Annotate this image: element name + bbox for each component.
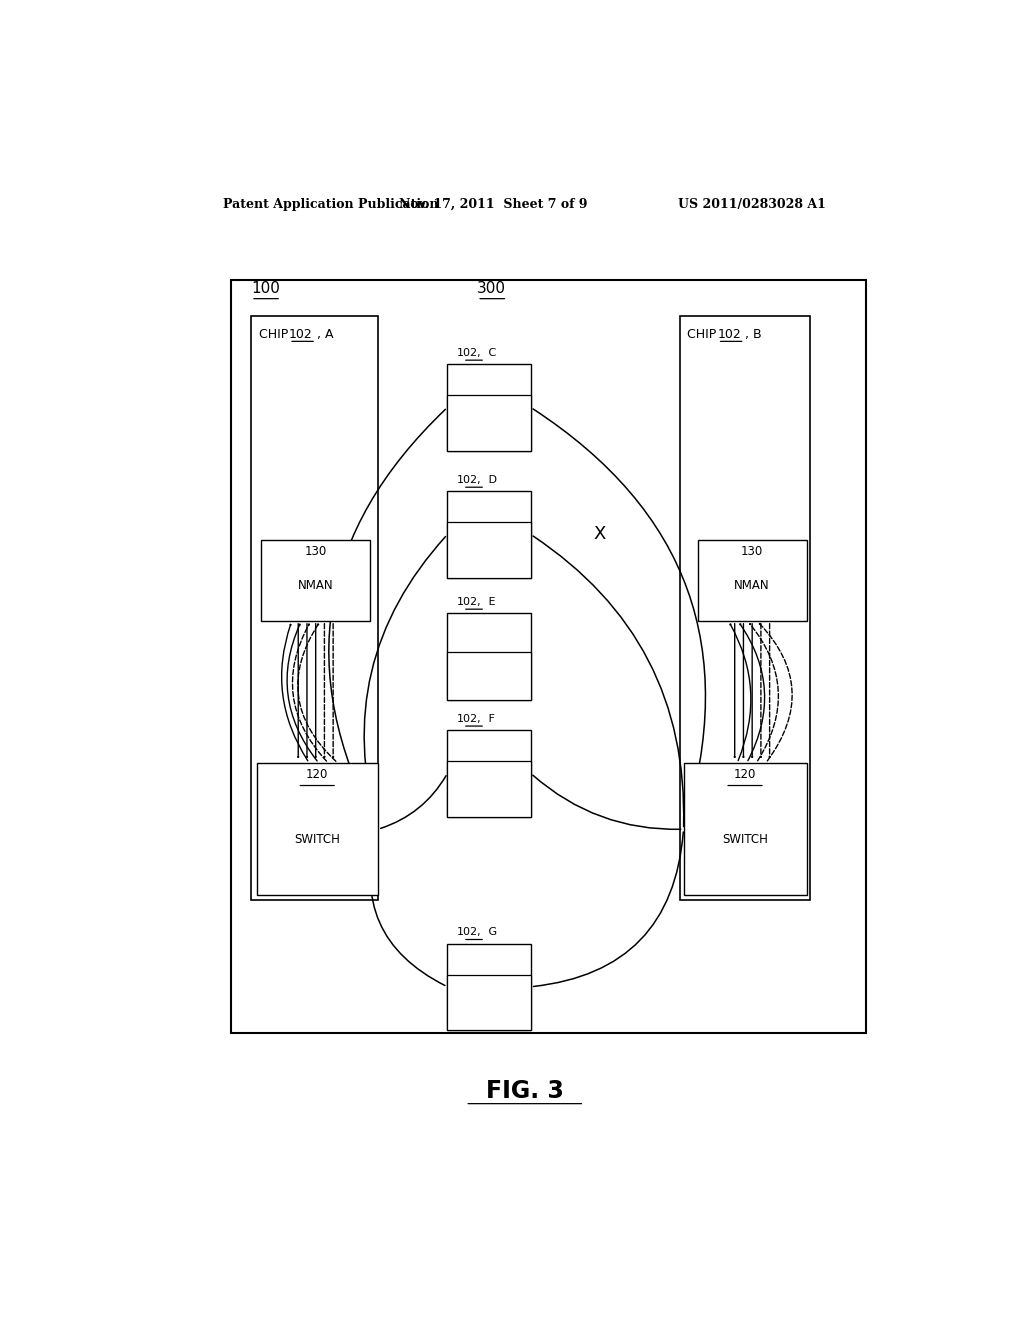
FancyArrowPatch shape [734,623,735,758]
Text: D: D [485,475,497,486]
FancyBboxPatch shape [447,523,530,578]
FancyBboxPatch shape [697,540,807,620]
Text: Patent Application Publication: Patent Application Publication [223,198,438,211]
FancyArrowPatch shape [761,623,762,758]
FancyArrowPatch shape [333,623,334,758]
Text: E: E [485,597,496,607]
Text: SWITCH: SWITCH [467,1006,511,1015]
FancyArrowPatch shape [769,623,770,758]
Text: 120: 120 [478,399,500,408]
Text: 102,: 102, [457,348,481,358]
FancyArrowPatch shape [534,832,683,986]
FancyBboxPatch shape [231,280,866,1032]
FancyArrowPatch shape [315,623,316,758]
Text: US 2011/0283028 A1: US 2011/0283028 A1 [679,198,826,211]
Text: , A: , A [316,329,334,341]
FancyArrowPatch shape [534,409,706,826]
FancyBboxPatch shape [447,652,530,700]
Text: 120: 120 [478,525,500,536]
FancyArrowPatch shape [287,624,317,760]
Text: 100: 100 [251,281,280,296]
Text: 102,: 102, [457,714,481,725]
FancyArrowPatch shape [298,624,336,762]
Text: 130: 130 [304,545,327,557]
FancyArrowPatch shape [324,623,325,758]
FancyArrowPatch shape [742,623,744,758]
FancyBboxPatch shape [684,763,807,895]
FancyBboxPatch shape [447,974,530,1030]
Text: SWITCH: SWITCH [467,792,511,803]
FancyBboxPatch shape [447,944,530,1030]
Text: 130: 130 [741,545,763,557]
FancyArrowPatch shape [532,775,681,829]
Text: SWITCH: SWITCH [294,833,340,846]
Text: CHIP: CHIP [259,329,292,341]
Text: SWITCH: SWITCH [467,553,511,564]
FancyArrowPatch shape [534,536,684,826]
FancyBboxPatch shape [680,315,811,900]
FancyArrowPatch shape [730,624,751,760]
Text: 102,: 102, [457,475,481,486]
Text: 120: 120 [478,764,500,775]
FancyBboxPatch shape [447,614,530,700]
Text: SWITCH: SWITCH [722,833,768,846]
FancyBboxPatch shape [257,763,378,895]
Text: G: G [485,928,498,937]
FancyArrowPatch shape [381,776,446,829]
Text: 120: 120 [734,768,756,781]
Text: 120: 120 [478,978,500,987]
FancyBboxPatch shape [261,540,370,620]
FancyArrowPatch shape [329,409,445,826]
Text: Nov. 17, 2011  Sheet 7 of 9: Nov. 17, 2011 Sheet 7 of 9 [398,198,588,211]
Text: FIG. 3: FIG. 3 [485,1080,564,1104]
Text: C: C [485,348,497,358]
FancyArrowPatch shape [740,624,765,760]
Text: , B: , B [745,329,762,341]
Text: NMAN: NMAN [734,578,770,591]
FancyArrowPatch shape [365,536,445,826]
Text: 102,: 102, [457,597,481,607]
Text: SWITCH: SWITCH [467,426,511,437]
Text: F: F [485,714,495,725]
FancyBboxPatch shape [447,364,530,450]
Text: NMAN: NMAN [298,578,334,591]
FancyArrowPatch shape [282,624,308,760]
FancyArrowPatch shape [298,623,299,758]
Text: X: X [594,525,606,544]
FancyArrowPatch shape [750,624,778,760]
FancyArrowPatch shape [306,623,307,758]
FancyBboxPatch shape [447,762,530,817]
FancyArrowPatch shape [760,623,793,760]
Text: 102: 102 [289,329,313,341]
FancyArrowPatch shape [293,624,327,762]
FancyBboxPatch shape [447,395,530,450]
Text: 102: 102 [718,329,741,341]
Text: CHIP: CHIP [687,329,721,341]
Text: 300: 300 [477,281,506,296]
Text: 102,: 102, [457,928,481,937]
FancyArrowPatch shape [371,832,445,986]
Text: OFF: OFF [478,671,500,681]
FancyBboxPatch shape [447,491,530,578]
FancyBboxPatch shape [251,315,378,900]
FancyArrowPatch shape [752,623,753,758]
Text: 120: 120 [306,768,329,781]
FancyBboxPatch shape [447,730,530,817]
